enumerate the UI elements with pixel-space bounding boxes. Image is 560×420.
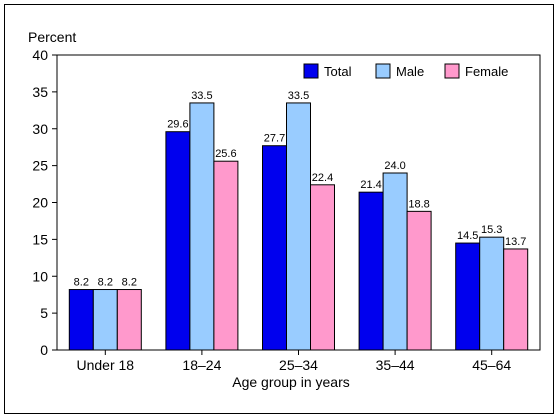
data-label: 22.4 — [312, 172, 333, 184]
x-tick-label: 18–24 — [182, 357, 221, 373]
legend-label-total: Total — [324, 64, 352, 79]
x-tick-label: 25–34 — [279, 357, 318, 373]
bar-female-1 — [213, 160, 239, 351]
legend-label-female: Female — [465, 64, 508, 79]
y-tick-label: 35 — [32, 84, 48, 100]
legend: Total Male Female — [303, 63, 508, 79]
data-label: 8.2 — [74, 277, 89, 289]
data-label: 21.4 — [360, 179, 381, 191]
y-tick-label: 5 — [40, 305, 48, 321]
bar-total-1 — [165, 131, 191, 351]
y-tick-label: 10 — [32, 268, 48, 284]
data-label: 29.6 — [167, 119, 188, 131]
bar-male-1 — [189, 102, 215, 351]
bar-female-4 — [503, 248, 529, 351]
legend-swatch-male — [375, 63, 391, 79]
data-label: 33.5 — [191, 90, 212, 102]
bar-male-4 — [479, 236, 505, 351]
bar-female-3 — [406, 210, 432, 351]
data-label: 18.8 — [408, 198, 429, 210]
data-label: 14.5 — [457, 230, 478, 242]
bar-total-3 — [358, 191, 384, 351]
y-tick-label: 40 — [32, 47, 48, 63]
legend-swatch-female — [444, 63, 460, 79]
data-label: 33.5 — [288, 90, 309, 102]
x-axis: Under 18 18–24 25–34 35–44 45–64 — [77, 350, 511, 373]
y-tick-label: 25 — [32, 158, 48, 174]
data-label: 8.2 — [98, 277, 113, 289]
data-label: 13.7 — [505, 236, 526, 248]
data-label: 25.6 — [215, 148, 236, 160]
bar-total-0 — [68, 289, 94, 351]
legend-label-male: Male — [396, 64, 424, 79]
data-label: 15.3 — [481, 224, 502, 236]
bar-female-2 — [310, 184, 335, 351]
legend-swatch-total — [303, 63, 319, 79]
x-axis-label: Age group in years — [232, 374, 350, 390]
y-tick-label: 15 — [32, 231, 48, 247]
x-tick-label: 45–64 — [472, 357, 511, 373]
y-tick-label: 20 — [32, 195, 48, 211]
data-label: 24.0 — [384, 160, 405, 172]
y-axis: 0 5 10 15 20 25 30 35 40 — [32, 47, 57, 358]
bar-female-0 — [116, 289, 142, 351]
bar-total-2 — [262, 145, 287, 351]
bar-male-2 — [286, 102, 311, 351]
data-label: 8.2 — [122, 277, 137, 289]
bar-male-0 — [92, 289, 118, 351]
y-tick-label: 30 — [32, 121, 48, 137]
bars: 8.2 8.2 8.2 29.6 33.5 25.6 27.7 33.5 22.4 21.424.… — [68, 90, 529, 351]
bar-male-3 — [382, 172, 408, 351]
data-label: 27.7 — [264, 133, 285, 145]
x-tick-label: 35–44 — [376, 357, 415, 373]
x-tick-label: Under 18 — [77, 357, 135, 373]
bar-total-4 — [455, 242, 481, 351]
y-tick-label: 0 — [40, 342, 48, 358]
y-axis-label: Percent — [28, 29, 76, 45]
